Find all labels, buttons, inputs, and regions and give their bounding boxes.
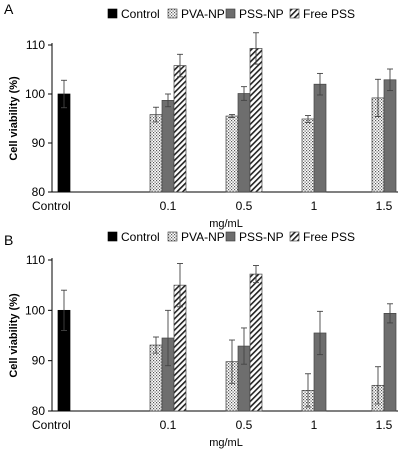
y-tick-label: 100 <box>25 87 45 101</box>
legend: Control PVA-NP PSS-NP Free PSS <box>107 230 355 244</box>
legend-swatch-pss_np <box>225 8 236 19</box>
bar-pss_np <box>383 79 397 193</box>
x-tick-label: 0.1 <box>160 418 177 432</box>
legend-label-pss_np: PSS-NP <box>239 7 284 21</box>
y-tick-label: 90 <box>32 354 46 368</box>
x-tick-label: 0.5 <box>236 199 253 213</box>
x-tick-label: 1 <box>311 418 318 432</box>
bars <box>57 263 397 412</box>
bar-control <box>57 93 71 193</box>
bar-pss_np <box>383 313 397 412</box>
bar-pss_np <box>313 83 327 193</box>
y-axis-title: Cell viability (%) <box>8 293 20 378</box>
bar-pva_np <box>149 344 163 412</box>
x-tick-label: 1 <box>311 199 318 213</box>
legend-swatch-pva_np <box>167 231 178 242</box>
panel-b: B Control PVA-NP PSS-NP Free PSS 80 90 100 110 Co… <box>4 230 398 449</box>
x-tick-label: 1.5 <box>376 418 393 432</box>
bars <box>57 32 397 193</box>
y-axis-title: Cell viability (%) <box>8 76 20 161</box>
panel-label: B <box>4 232 13 248</box>
bar-pss_np <box>237 93 251 193</box>
legend-label-free_pss: Free PSS <box>303 230 355 244</box>
bar-pss_np <box>161 100 175 193</box>
panel-a: A Control PVA-NP PSS-NP Free PSS 80 90 100 110 Co… <box>4 1 398 230</box>
legend-swatch-control <box>107 231 118 242</box>
x-tick-label: Control <box>32 199 71 213</box>
legend-label-control: Control <box>121 230 160 244</box>
legend-label-free_pss: Free PSS <box>303 7 355 21</box>
y-tick-label: 110 <box>26 253 45 267</box>
y-tick-label: 90 <box>32 136 46 150</box>
legend-swatch-pss_np <box>225 231 236 242</box>
bar-pva_np <box>301 118 315 193</box>
bar-pva_np <box>149 114 163 193</box>
legend-swatch-pva_np <box>167 8 178 19</box>
legend-swatch-free_pss <box>289 8 300 19</box>
x-tick-label: 0.5 <box>236 418 253 432</box>
x-axis-title: mg/mL <box>209 218 243 230</box>
legend-label-control: Control <box>121 7 160 21</box>
legend: Control PVA-NP PSS-NP Free PSS <box>107 7 355 21</box>
legend-label-pss_np: PSS-NP <box>239 230 284 244</box>
legend-label-pva_np: PVA-NP <box>181 7 225 21</box>
y-tick-label: 110 <box>26 38 45 52</box>
legend-swatch-free_pss <box>289 231 300 242</box>
x-tick-label: 1.5 <box>376 199 393 213</box>
legend-swatch-control <box>107 8 118 19</box>
panel-label: A <box>4 1 14 17</box>
y-tick-label: 80 <box>32 185 46 199</box>
y-tick-label: 100 <box>25 303 45 317</box>
panels: A Control PVA-NP PSS-NP Free PSS 80 90 100 110 Co… <box>4 1 398 449</box>
x-tick-label: 0.1 <box>160 199 177 213</box>
bar-free_pss <box>249 273 263 412</box>
x-axis-title: mg/mL <box>209 437 243 449</box>
legend-label-pva_np: PVA-NP <box>181 230 225 244</box>
bar-free_pss <box>249 48 263 193</box>
y-tick-label: 80 <box>32 404 46 418</box>
bar-free_pss <box>173 65 187 193</box>
bar-pva_np <box>225 115 239 193</box>
x-tick-label: Control <box>32 418 71 432</box>
